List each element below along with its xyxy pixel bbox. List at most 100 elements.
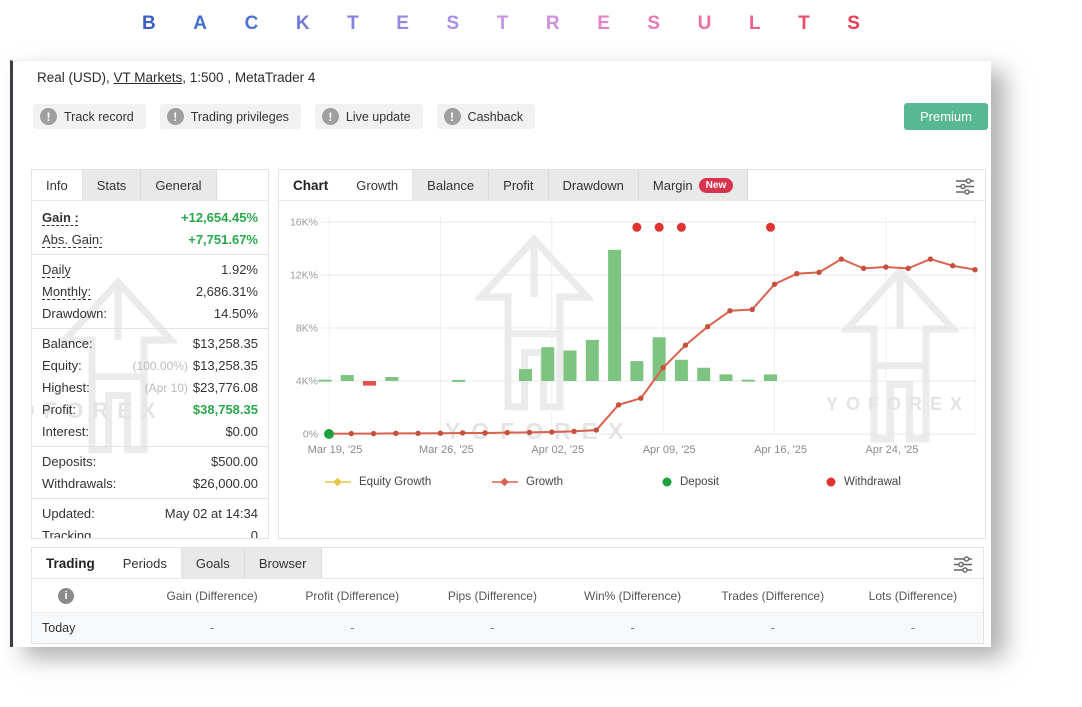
badge-live-update[interactable]: ! Live update [314, 104, 423, 129]
stat-label: Interest: [42, 423, 89, 439]
svg-text:Apr 16, '25: Apr 16, '25 [754, 444, 807, 456]
info-tabs: Info Stats General [32, 170, 268, 201]
trading-panel: Trading Periods Goals Browser i Gain (Diffe… [31, 547, 984, 644]
tab-browser[interactable]: Browser [244, 548, 322, 578]
svg-text:16K%: 16K% [290, 217, 318, 229]
stat-label: Deposits: [42, 453, 97, 469]
row-value: - [350, 621, 355, 635]
column-win-difference: Win% (Difference) [584, 588, 682, 603]
stat-value: $38,758.35 [192, 401, 258, 417]
stat-value-prefix: (Apr 10) [144, 380, 188, 395]
tab-label: Periods [122, 555, 167, 571]
yoforex-text-watermark: YOFOREX [32, 398, 165, 423]
account-summary: Real (USD), VT Markets, 1:500 , MetaTrad… [37, 70, 315, 85]
svg-text:Mar 26, '25: Mar 26, '25 [419, 444, 474, 456]
title-letter: T [798, 13, 810, 34]
title-letter: S [847, 13, 860, 34]
tab-general[interactable]: General [141, 170, 217, 200]
legend-label: Growth [526, 476, 564, 488]
svg-text:Apr 09, '25: Apr 09, '25 [643, 444, 696, 456]
tab-drawdown[interactable]: Drawdown [548, 170, 639, 200]
badge-label: Live update [345, 109, 411, 124]
tab-balance[interactable]: Balance [413, 170, 490, 200]
info-icon[interactable]: i [58, 587, 74, 604]
stat-label: Gain : [42, 209, 79, 225]
tab-growth[interactable]: Growth [342, 170, 414, 200]
yoforex-text-watermark: YOFOREX [826, 394, 971, 414]
stat-value-prefix: (100.00%) [132, 358, 188, 373]
stat-label: Profit: [42, 401, 76, 417]
stat-value: 1.92% [221, 261, 258, 277]
table-row-today[interactable]: Today - - - - - - [32, 613, 983, 643]
title-letter: S [647, 13, 661, 34]
svg-text:Mar 19, '25: Mar 19, '25 [308, 444, 363, 456]
tab-label: General [155, 177, 202, 193]
column-trades-difference: Trades (Difference) [721, 588, 825, 603]
tab-label: Margin [652, 177, 693, 193]
badge-track-record[interactable]: ! Track record [33, 104, 146, 129]
tab-info[interactable]: Info [32, 170, 83, 200]
stat-row-withdrawals: Withdrawals: $26,000.00 [32, 472, 268, 494]
chart-tabbar: Chart Growth Balance Profit Drawdown Margin N… [279, 170, 985, 201]
new-badge: New [698, 177, 734, 193]
stat-label: Withdrawals: [42, 475, 117, 491]
growth-chart[interactable]: 0% 4K% 8K% 12K% 16K% Mar 19, '25 Mar 26, '25 Ap… [281, 204, 981, 470]
yoforex-logo-watermark [838, 265, 962, 449]
stat-value: +7,751.67% [188, 231, 258, 247]
tab-label: Goals [195, 555, 230, 571]
title-letter: A [193, 13, 208, 34]
stats-list: Gain : +12,654.45% Abs. Gain: +7,751.67% Dai… [32, 201, 268, 539]
title-letter: E [597, 13, 610, 34]
legend-label: Withdrawal [844, 476, 901, 488]
tab-periods[interactable]: Periods [108, 548, 182, 578]
tab-label: Browser [258, 555, 307, 571]
column-lots-difference: Lots (Difference) [868, 588, 958, 603]
chart-tabs: Growth Balance Profit Drawdown Margin New [342, 170, 749, 200]
title-letter: S [446, 13, 460, 34]
stat-label: Balance: [42, 335, 93, 351]
stat-label: Monthly: [42, 283, 92, 299]
row-value: - [490, 621, 495, 635]
tab-margin[interactable]: Margin New [638, 170, 749, 200]
column-profit-difference: Profit (Difference) [305, 588, 400, 603]
stat-label: Highest: [42, 379, 90, 395]
chart-settings-icon[interactable] [952, 175, 978, 197]
tab-label: Info [46, 177, 68, 193]
svg-text:4K%: 4K% [296, 376, 318, 388]
stat-row-drawdown: Drawdown: 14.50% [32, 302, 268, 324]
stat-row-abs-gain: Abs. Gain: +7,751.67% [32, 228, 268, 250]
tab-profit[interactable]: Profit [489, 170, 549, 200]
bottom-tabs: Periods Goals Browser [108, 548, 322, 578]
stat-value: (100.00%) $13,258.35 [132, 357, 258, 373]
stat-value: $26,000.00 [192, 475, 258, 491]
stat-label: Abs. Gain: [42, 231, 103, 247]
alert-icon: ! [443, 108, 461, 125]
alert-icon: ! [166, 108, 184, 125]
stat-row-monthly: Monthly: 2,686.31% [32, 280, 268, 302]
legend-dot-marker [662, 477, 672, 487]
row-value: - [209, 621, 215, 635]
stat-label: Equity: [42, 357, 82, 373]
badge-trading-privileges[interactable]: ! Trading privileges [159, 104, 301, 129]
table-settings-icon[interactable] [950, 553, 976, 575]
yoforex-logo-watermark [56, 276, 180, 460]
account-platform: , 1:500 , MetaTrader 4 [182, 70, 316, 85]
tab-goals[interactable]: Goals [181, 548, 245, 578]
stat-row-gain: Gain : +12,654.45% [32, 206, 268, 228]
broker-link[interactable]: VT Markets [113, 70, 183, 85]
title-letter: U [697, 13, 712, 34]
stat-row-balance: Balance: $13,258.35 [32, 328, 268, 354]
premium-button[interactable]: Premium [903, 103, 988, 130]
stat-row-deposits: Deposits: $500.00 [32, 446, 268, 472]
stat-value: $13,258.35 [192, 335, 258, 351]
tab-stats[interactable]: Stats [82, 170, 142, 200]
badge-cashback[interactable]: ! Cashback [436, 104, 536, 129]
column-pips-difference: Pips (Difference) [447, 588, 537, 603]
chart-legend: Equity Growth Growth Deposit Withdrawal [279, 476, 985, 500]
info-column: i [32, 587, 142, 604]
stat-label: Updated: [42, 505, 95, 521]
title-letter: E [396, 13, 409, 34]
svg-text:8K%: 8K% [296, 323, 318, 335]
chart-section-label: Chart [293, 177, 329, 193]
stat-row-tracking: Tracking 0 [32, 524, 268, 539]
